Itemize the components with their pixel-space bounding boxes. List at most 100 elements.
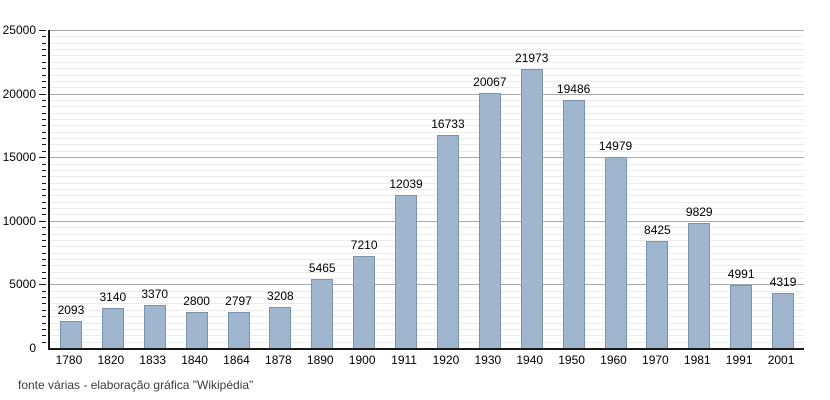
bar-value-label: 3140 xyxy=(99,290,127,305)
y-axis-label: 5000 xyxy=(9,277,36,292)
y-axis-tick xyxy=(42,201,46,203)
gridline-minor xyxy=(50,208,804,210)
gridline-minor xyxy=(50,227,804,229)
y-axis-tick xyxy=(42,36,46,38)
gridline-minor xyxy=(50,144,804,146)
bar-value-label: 4319 xyxy=(769,275,797,290)
y-axis-tick xyxy=(39,93,46,95)
bar-value-label: 21973 xyxy=(515,50,549,65)
gridline-major xyxy=(50,157,804,159)
x-axis-label: 1840 xyxy=(181,353,208,367)
x-axis: 1780 1820 1833 1840 1864 1878 1890 1900 1911 1920… xyxy=(48,353,802,369)
x-axis-label: 1780 xyxy=(55,353,83,367)
gridline-minor xyxy=(50,163,804,165)
gridline-minor xyxy=(50,189,804,190)
x-axis-label: 1864 xyxy=(223,353,250,367)
y-axis-tick xyxy=(42,208,46,210)
y-axis: 0 5000 10000 15000 20000 25000 xyxy=(0,23,46,355)
y-axis-tick xyxy=(42,144,46,146)
source-caption: fonte várias - elaboração gráfica "Wikip… xyxy=(18,378,254,392)
gridline-minor xyxy=(50,55,804,57)
y-axis-tick xyxy=(42,49,46,51)
y-axis-tick xyxy=(42,322,46,324)
gridline-major xyxy=(50,284,804,286)
bar xyxy=(227,312,250,348)
y-axis-tick xyxy=(42,309,46,311)
y-axis-tick xyxy=(42,106,46,108)
y-axis-label: 10000 xyxy=(2,213,36,228)
y-axis-tick xyxy=(42,265,46,267)
y-axis-tick xyxy=(39,220,46,222)
x-axis-label: 2001 xyxy=(767,353,795,367)
bar-value-label: 19486 xyxy=(556,82,591,97)
gridline-minor xyxy=(50,265,804,267)
bar-value-label: 4991 xyxy=(727,266,755,281)
gridline-minor xyxy=(50,335,804,337)
y-axis-tick xyxy=(42,290,46,292)
y-axis-tick xyxy=(42,214,46,216)
bar xyxy=(604,157,627,348)
y-axis-label: 25000 xyxy=(2,23,36,37)
y-axis-tick xyxy=(42,163,46,165)
y-axis-tick xyxy=(42,252,46,254)
bar xyxy=(646,240,669,348)
y-axis-tick xyxy=(42,99,46,101)
gridline-minor xyxy=(50,252,804,254)
y-axis-tick xyxy=(42,169,46,171)
y-axis-tick xyxy=(42,182,46,184)
gridline-minor xyxy=(50,322,804,324)
y-axis-tick xyxy=(42,278,46,280)
bar xyxy=(101,308,124,348)
y-axis-tick xyxy=(42,271,46,273)
bar-value-label: 12039 xyxy=(389,176,423,191)
x-axis-label: 1890 xyxy=(306,353,334,367)
bar xyxy=(562,100,585,348)
gridline-minor xyxy=(50,125,804,127)
gridline-minor xyxy=(50,328,804,330)
bar xyxy=(478,92,501,348)
y-axis-tick xyxy=(42,87,46,89)
x-axis-label: 1833 xyxy=(139,353,167,367)
bar xyxy=(730,284,753,348)
y-axis-tick xyxy=(42,227,46,229)
bar xyxy=(520,68,543,348)
y-axis-tick xyxy=(42,74,46,76)
bar-value-label: 2093 xyxy=(57,303,85,318)
bar xyxy=(311,278,334,348)
gridline-minor xyxy=(50,176,804,178)
gridline-minor xyxy=(50,297,804,299)
gridline-minor xyxy=(50,49,804,51)
bar-value-label: 3208 xyxy=(267,289,294,304)
gridline-minor xyxy=(50,195,804,197)
gridline-minor xyxy=(50,278,804,280)
bar xyxy=(436,135,459,348)
gridline-minor xyxy=(50,341,804,343)
y-axis-tick xyxy=(42,138,46,140)
gridline-minor xyxy=(50,316,804,318)
bar-value-label: 7210 xyxy=(350,238,378,253)
bar xyxy=(143,305,166,348)
gridline-minor xyxy=(50,106,804,108)
y-axis-tick xyxy=(42,195,46,197)
y-axis-tick xyxy=(42,80,46,82)
y-axis-tick xyxy=(42,246,46,248)
x-axis-label: 1930 xyxy=(474,353,502,367)
gridline-minor xyxy=(50,239,804,241)
y-axis-tick xyxy=(42,112,46,114)
bar xyxy=(688,222,711,348)
gridline-minor xyxy=(50,309,804,311)
gridline-major xyxy=(50,93,804,95)
gridline-minor xyxy=(50,68,804,70)
gridline-minor xyxy=(50,182,804,184)
gridline-minor xyxy=(50,36,804,38)
plot-area: 2093 3140 3370 2800 2797 3208 5465 7210 12039 167… xyxy=(48,30,804,350)
bar-value-label: 2800 xyxy=(183,294,210,309)
gridline-minor xyxy=(50,303,804,305)
y-axis-tick xyxy=(39,284,46,286)
bar xyxy=(269,307,292,348)
gridline-minor xyxy=(50,61,804,63)
y-axis-tick xyxy=(42,189,46,190)
y-axis-tick xyxy=(42,303,46,305)
x-axis-label: 1981 xyxy=(683,353,711,367)
